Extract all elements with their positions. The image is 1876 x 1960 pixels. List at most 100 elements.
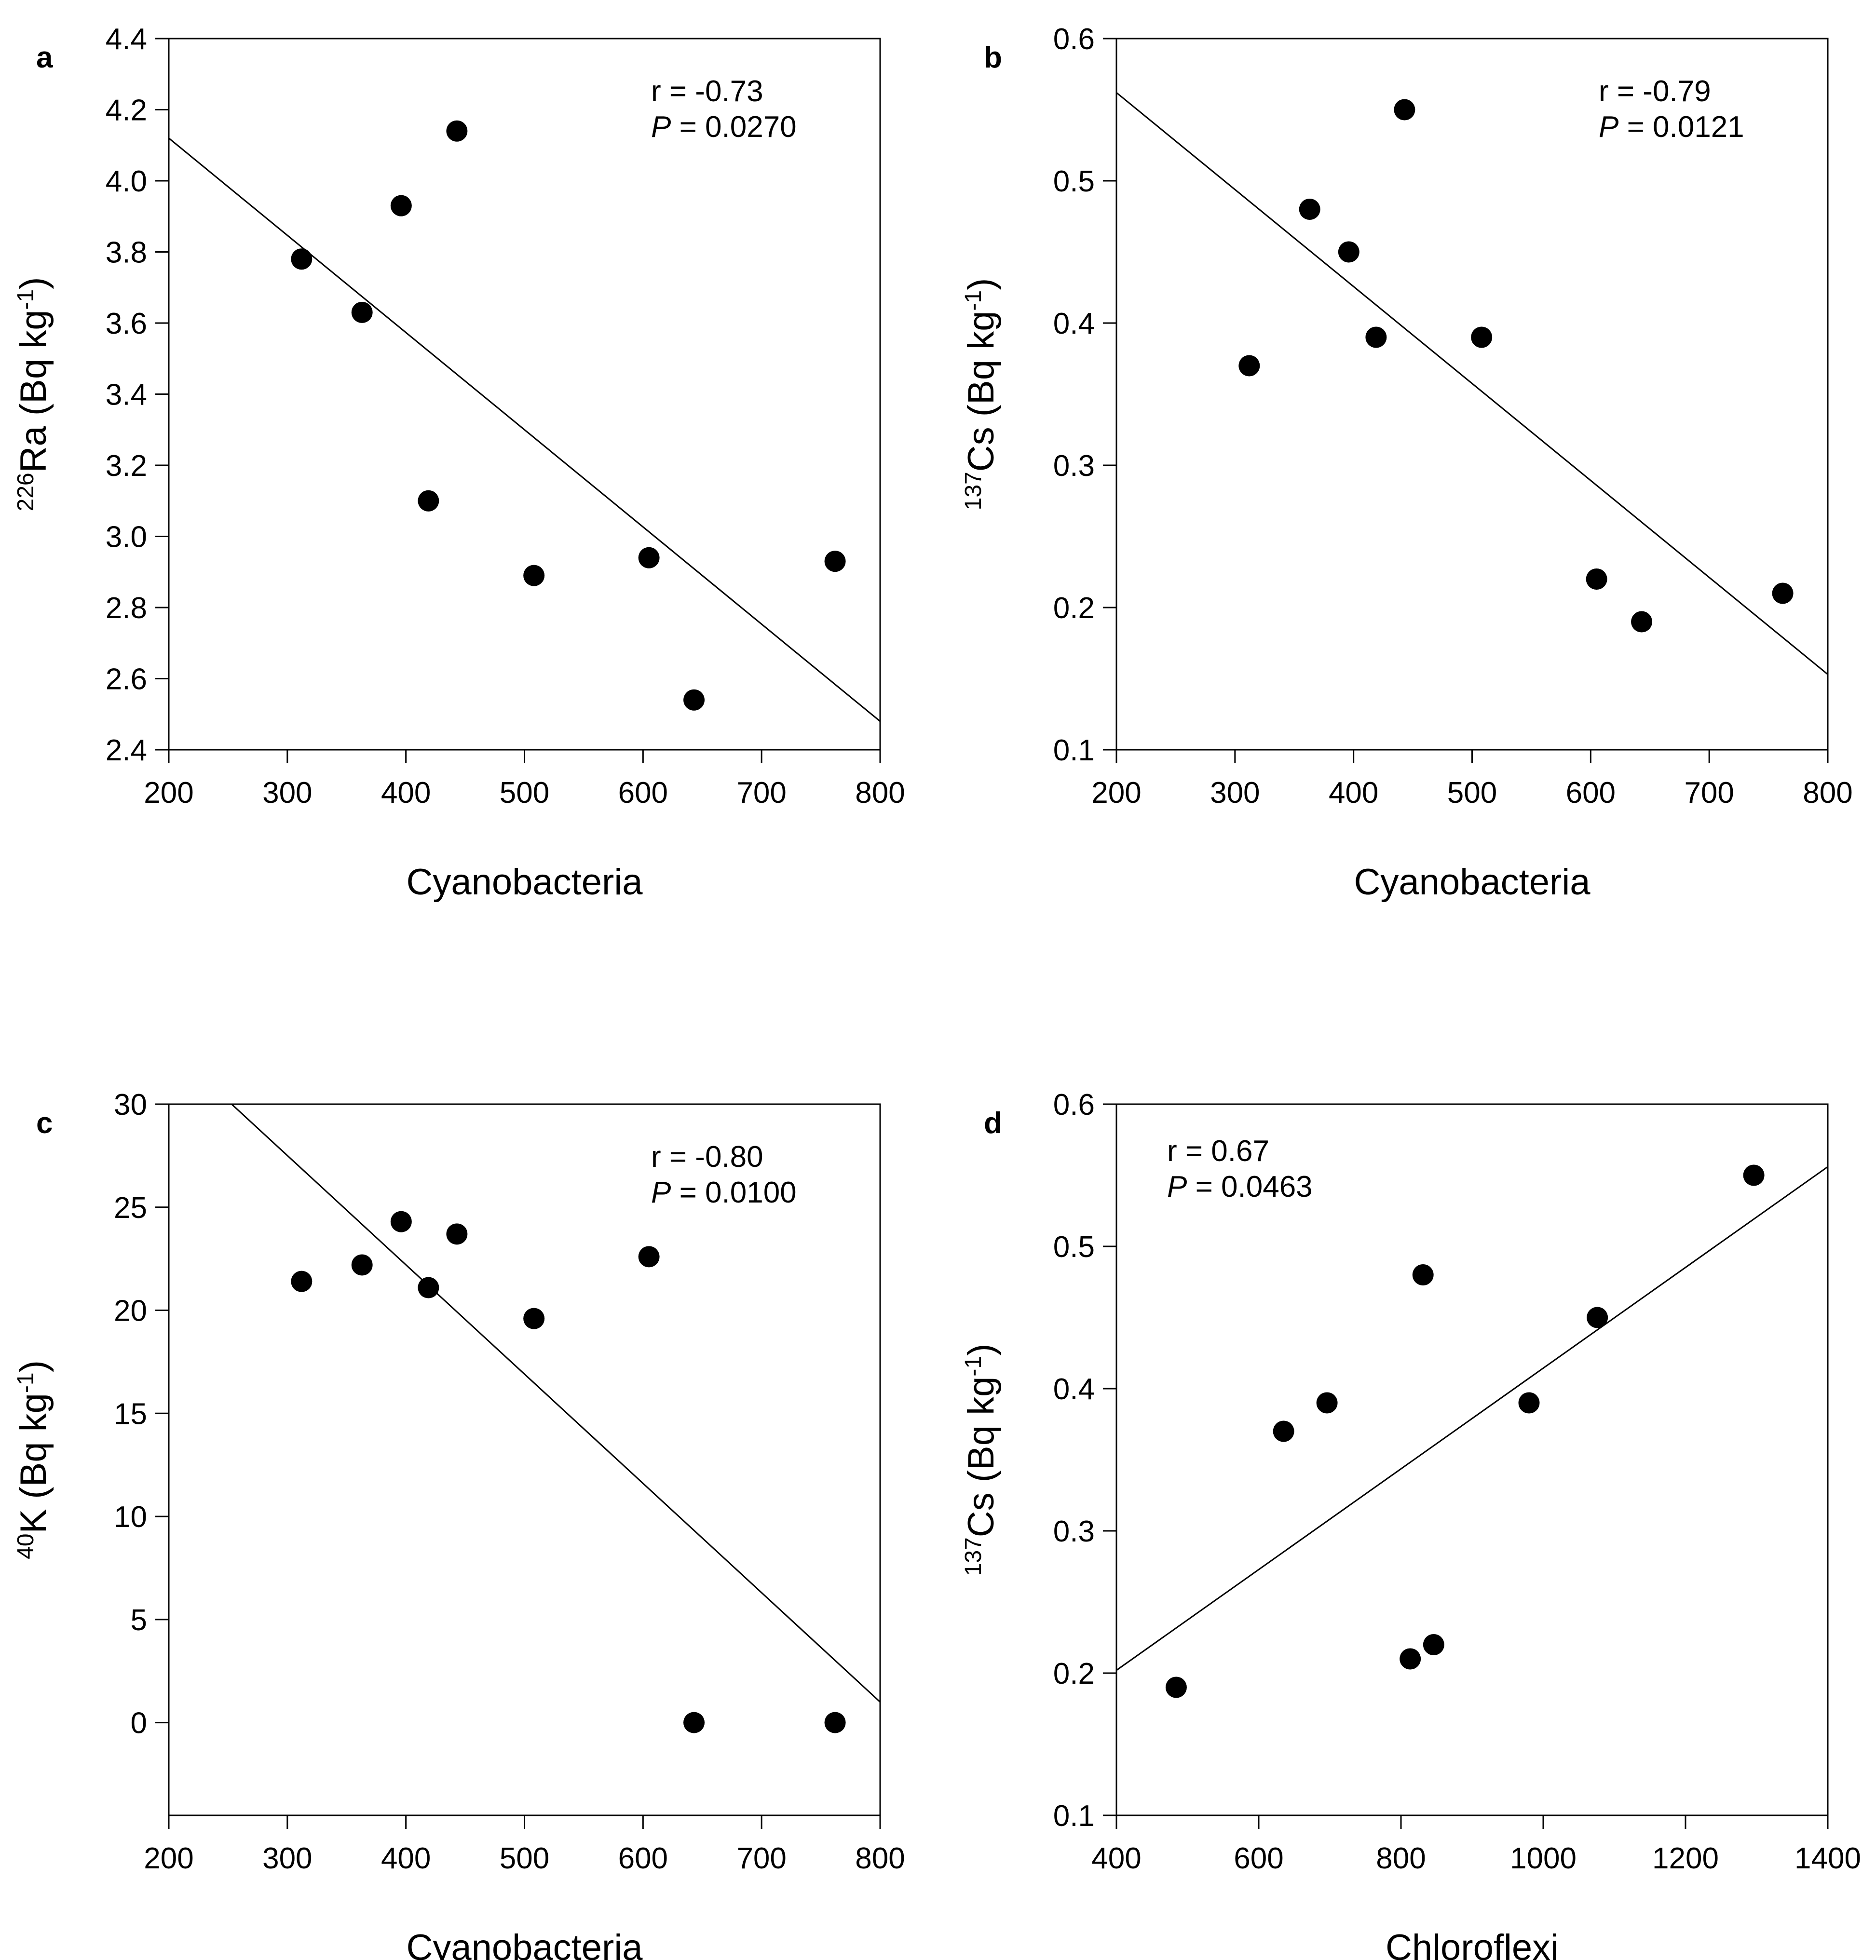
chart-panel-d: 400 600 800 1000 1200 1400 0.1 0.2 0.3 0.4 0.5 0.6 C…: [961, 1088, 1861, 1960]
x-tick-label: 800: [855, 776, 905, 810]
y-tick-label: 30: [114, 1088, 147, 1122]
x-tick-label: 500: [500, 776, 549, 810]
p-value-number: = 0.0270: [671, 110, 796, 144]
y-tick-label: 10: [114, 1500, 147, 1534]
x-tick-label: 1000: [1510, 1842, 1577, 1875]
y-tick-label: 0.1: [1053, 734, 1095, 767]
y-axis-title: 40K (Bq kg-1): [13, 1360, 54, 1559]
y-tick-label: 25: [114, 1191, 147, 1225]
y-axis-unit-close: ): [961, 1344, 1002, 1356]
correlation-r: r = 0.67: [1167, 1135, 1269, 1168]
p-value: P = 0.0270: [651, 110, 797, 144]
y-axis-unit-exponent: -1: [13, 1372, 39, 1393]
data-point: [291, 1271, 313, 1292]
y-tick-label: 0.6: [1053, 23, 1095, 56]
data-point: [824, 1712, 846, 1733]
panel-letter: b: [984, 41, 1002, 74]
data-point: [638, 1246, 660, 1268]
y-tick-label: 0.4: [1053, 307, 1095, 340]
plot-frame: [1115, 38, 1829, 751]
y-axis-isotope-mass: 40: [13, 1534, 39, 1559]
p-value: P = 0.0100: [651, 1176, 797, 1209]
p-symbol: P: [1599, 110, 1618, 144]
x-tick-label: 400: [1329, 776, 1378, 810]
y-axis-title: 137Cs (Bq kg-1): [961, 278, 1002, 511]
x-tick-label: 400: [1091, 1842, 1141, 1875]
data-point: [1412, 1264, 1434, 1285]
panel-letter: c: [36, 1107, 53, 1140]
x-tick-label: 700: [1684, 776, 1734, 810]
data-point: [1165, 1676, 1187, 1698]
x-tick-label: 800: [1376, 1842, 1426, 1875]
data-point: [1316, 1392, 1338, 1414]
x-tick-label: 300: [1210, 776, 1260, 810]
x-tick-label: 600: [618, 776, 668, 810]
y-tick-label: 0.6: [1053, 1088, 1095, 1122]
data-point: [351, 301, 373, 323]
data-point: [1273, 1420, 1294, 1442]
x-tick-label: 300: [262, 776, 312, 810]
y-axis-element: Cs: [961, 427, 1002, 472]
y-axis-isotope-mass: 137: [961, 472, 986, 510]
plot-frame: [1115, 1103, 1829, 1816]
correlation-r: r = -0.80: [651, 1140, 763, 1174]
y-axis-element: Ra: [13, 426, 54, 473]
data-point: [824, 551, 846, 572]
y-tick-label: 3.4: [106, 378, 147, 412]
y-tick-label: 0.4: [1053, 1373, 1095, 1406]
regression-line: [231, 1104, 880, 1703]
data-point: [1299, 199, 1320, 220]
y-axis-unit-close: ): [13, 1360, 54, 1372]
p-symbol: P: [651, 1176, 671, 1209]
x-tick-label: 200: [144, 1842, 193, 1875]
data-point: [1400, 1648, 1421, 1670]
x-tick-label: 700: [736, 1842, 786, 1875]
x-tick-label: 400: [381, 776, 431, 810]
data-point: [1587, 1307, 1608, 1328]
x-tick-label: 400: [381, 1842, 431, 1875]
y-tick-label: 4.2: [106, 94, 147, 127]
data-point: [1518, 1392, 1540, 1414]
y-tick-label: 3.8: [106, 236, 147, 270]
y-axis-isotope-mass: 137: [961, 1537, 986, 1576]
data-point: [446, 1223, 468, 1245]
data-point: [1743, 1164, 1765, 1186]
regression-line: [169, 137, 880, 722]
data-point: [1394, 99, 1415, 121]
y-axis-unit-exponent: -1: [961, 1356, 986, 1377]
y-tick-label: 2.6: [106, 663, 147, 696]
y-axis-unit: (Bq kg: [13, 310, 54, 426]
x-tick-label: 200: [1091, 776, 1141, 810]
y-axis-unit-close: ): [13, 277, 54, 289]
x-axis-title: Cyanobacteria: [406, 1927, 643, 1960]
p-symbol: P: [651, 110, 671, 144]
y-tick-label: 4.4: [106, 23, 147, 56]
y-tick-label: 3.0: [106, 521, 147, 554]
data-point: [418, 1277, 439, 1298]
data-point: [523, 565, 545, 586]
y-tick-label: 0.5: [1053, 1230, 1095, 1264]
x-tick-label: 300: [262, 1842, 312, 1875]
data-point: [291, 248, 313, 270]
y-tick-label: 0.3: [1053, 449, 1095, 483]
plot-frame: [168, 1103, 881, 1816]
y-tick-label: 4.0: [106, 165, 147, 198]
data-point: [418, 490, 439, 512]
y-tick-label: 2.4: [106, 734, 147, 767]
y-axis-element: K: [13, 1509, 54, 1534]
y-tick-label: 0.2: [1053, 1657, 1095, 1690]
y-axis-element: Cs: [961, 1492, 1002, 1537]
y-axis-unit: (Bq kg: [961, 311, 1002, 427]
data-point: [1338, 241, 1359, 263]
p-value-number: = 0.0463: [1187, 1170, 1312, 1203]
p-value-number: = 0.0121: [1618, 110, 1744, 144]
chart-panel-b: 200 300 400 500 600 700 800 0.1 0.2 0.3 0.4 0.5 0.6 C…: [961, 23, 1853, 903]
x-tick-label: 600: [618, 1842, 668, 1875]
data-point: [446, 120, 468, 142]
panel-letter: a: [36, 41, 53, 74]
p-value-number: = 0.0100: [671, 1176, 796, 1209]
data-point: [1238, 355, 1260, 377]
y-tick-label: 0.3: [1053, 1515, 1095, 1548]
y-tick-label: 5: [131, 1604, 147, 1637]
